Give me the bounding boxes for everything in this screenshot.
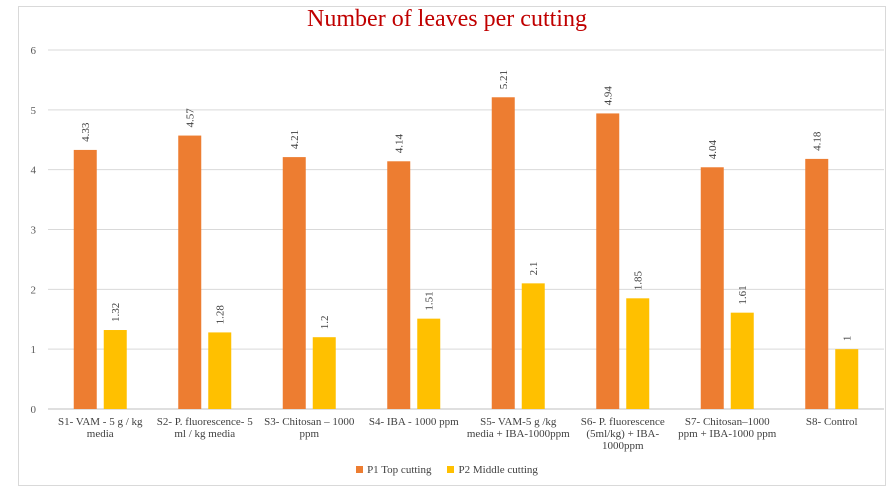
data-label: 4.18 — [812, 131, 824, 151]
data-label: 1 — [842, 336, 854, 342]
x-tick-label: S2- P. fluorescence- 5 ml / kg media — [157, 416, 253, 440]
legend-swatch — [447, 466, 455, 473]
data-label: 4.04 — [707, 140, 719, 160]
bar-2 — [208, 332, 232, 409]
x-tick-label: S7- Chitosan–1000 ppm + IBA-1000 ppm — [678, 416, 777, 440]
data-label: 4.14 — [394, 134, 406, 154]
bar-1 — [73, 149, 97, 409]
bar-2 — [835, 349, 859, 409]
legend-label: P2 Middle cutting — [458, 464, 538, 476]
bar-1 — [387, 161, 411, 409]
bar-1 — [491, 97, 515, 409]
data-label: 1.2 — [319, 315, 331, 329]
data-label: 4.57 — [185, 108, 197, 128]
data-label: 4.21 — [289, 130, 301, 149]
data-label: 4.33 — [80, 122, 92, 142]
y-tick-label: 1 — [31, 344, 37, 356]
chart-legend: P1 Top cutting P2 Middle cutting — [0, 464, 894, 476]
x-tick-label: S8- Control — [806, 416, 858, 428]
bar-1 — [282, 157, 306, 409]
bar-1 — [805, 158, 829, 409]
data-label: 4.94 — [603, 86, 615, 106]
x-tick-label: S1- VAM - 5 g / kg media — [58, 416, 143, 440]
bar-1 — [596, 113, 620, 409]
x-tick-label: S5- VAM-5 g /kg media + IBA-1000ppm — [467, 416, 570, 440]
legend-label: P1 Top cutting — [367, 464, 432, 476]
legend-swatch — [356, 466, 364, 473]
bar-1 — [700, 167, 724, 409]
data-label: 2.1 — [528, 262, 540, 276]
bar-1 — [178, 135, 202, 410]
y-tick-label: 3 — [31, 225, 37, 237]
x-tick-label: S4- IBA - 1000 ppm — [369, 416, 459, 428]
legend-item: P2 Middle cutting — [447, 464, 538, 476]
legend-item: P1 Top cutting — [356, 464, 431, 476]
bar-2 — [521, 283, 545, 409]
chart-title: Number of leaves per cutting — [307, 6, 587, 32]
data-label: 1.61 — [737, 285, 749, 304]
y-tick-label: 4 — [31, 165, 37, 177]
data-label: 1.28 — [215, 305, 227, 325]
y-tick-label: 2 — [31, 284, 37, 296]
data-label: 1.32 — [110, 303, 122, 322]
data-label: 1.85 — [633, 271, 645, 291]
bar-2 — [730, 312, 754, 409]
data-label: 5.21 — [498, 70, 510, 89]
bar-2 — [417, 318, 441, 409]
x-tick-label: S6- P. fluorescence (5ml/kg) + IBA-1000pp… — [581, 416, 665, 452]
bar-2 — [312, 337, 336, 409]
y-tick-label: 0 — [31, 404, 37, 416]
bar-2 — [103, 330, 127, 409]
x-tick-label: S3- Chitosan – 1000 ppm — [264, 416, 355, 440]
y-tick-label: 5 — [31, 105, 37, 117]
data-label: 1.51 — [424, 291, 436, 310]
bar-2 — [626, 298, 650, 409]
y-tick-label: 6 — [31, 45, 37, 57]
